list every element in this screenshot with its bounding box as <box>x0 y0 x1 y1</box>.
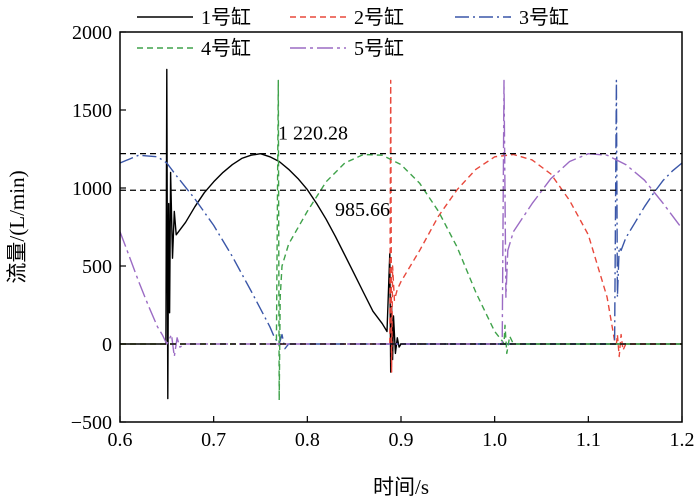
x-axis-title: 时间/s <box>373 475 429 499</box>
legend-label-3: 3号缸 <box>519 6 569 29</box>
series-4-line <box>120 79 682 401</box>
x-tick-label: 0.8 <box>295 429 320 451</box>
y-axis-ticks: −500 0 500 1000 1500 2000 <box>71 22 126 434</box>
legend-label-2: 2号缸 <box>354 6 404 29</box>
y-tick-label: 0 <box>102 334 112 356</box>
reference-label-2: 985.66 <box>335 199 390 221</box>
x-tick-label: 1.1 <box>576 429 601 451</box>
x-axis-ticks: 0.6 0.7 0.8 0.9 1.0 1.1 1.2 <box>108 416 695 451</box>
series-2-line <box>120 79 682 373</box>
x-tick-label: 0.9 <box>389 429 414 451</box>
y-tick-label: 500 <box>82 256 112 278</box>
reference-lines: 1 220.28 985.66 <box>120 123 682 345</box>
legend-label-5: 5号缸 <box>354 37 404 60</box>
plot-frame <box>119 31 683 423</box>
y-tick-label: 2000 <box>72 22 112 44</box>
legend: 1号缸 2号缸 3号缸 4号缸 5号缸 <box>137 6 569 60</box>
x-tick-label: 1.0 <box>482 429 507 451</box>
legend-label-1: 1号缸 <box>201 6 251 29</box>
x-tick-label: 1.2 <box>670 429 695 451</box>
y-tick-label: −500 <box>71 412 112 434</box>
reference-label-1: 1 220.28 <box>278 123 348 145</box>
legend-label-4: 4号缸 <box>201 37 251 60</box>
y-tick-label: 1000 <box>72 178 112 200</box>
x-tick-label: 0.7 <box>201 429 226 451</box>
series-1-line <box>120 68 682 400</box>
y-axis-title: 流量/(L/min) <box>5 170 29 283</box>
plot-lines <box>119 68 683 401</box>
series-3-line <box>119 79 683 350</box>
y-tick-label: 1500 <box>72 100 112 122</box>
x-tick-label: 0.6 <box>108 429 133 451</box>
series-5-line <box>119 79 683 358</box>
